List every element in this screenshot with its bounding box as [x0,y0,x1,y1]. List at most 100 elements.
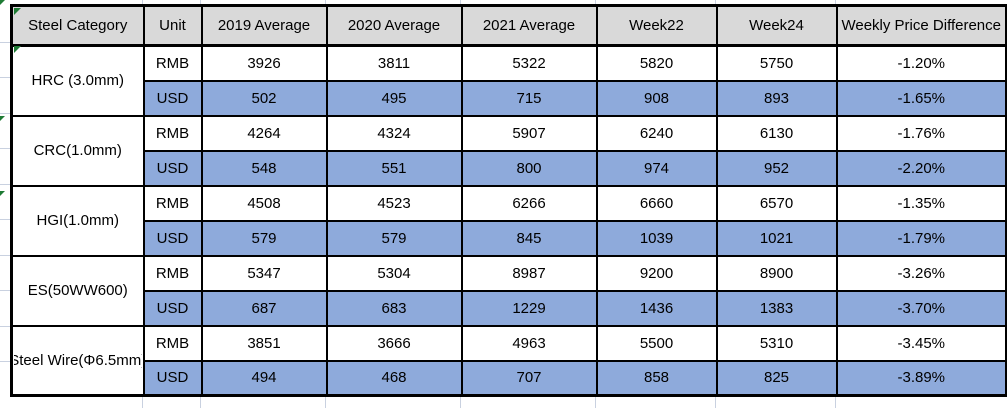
value-cell[interactable]: 5310 [715,324,838,362]
value-cell[interactable]: 687 [200,289,328,327]
unit-cell[interactable]: RMB [142,44,203,82]
unit-cell[interactable]: USD [142,79,203,117]
value-cell[interactable]: -1.76% [835,114,1007,152]
category-cell-es[interactable]: ES(50WW600) [10,254,145,327]
value-cell[interactable]: -1.79% [835,219,1007,257]
value-cell[interactable]: 5322 [460,44,598,82]
value-cell[interactable]: 5347 [200,254,328,292]
category-label: ES(50WW600) [27,282,128,299]
value-cell[interactable]: 8987 [460,254,598,292]
value-cell[interactable]: 858 [595,359,718,397]
value-cell[interactable]: 1229 [460,289,598,327]
value-cell[interactable]: 893 [715,79,838,117]
value-cell[interactable]: 1436 [595,289,718,327]
value-cell[interactable]: -3.89% [835,359,1007,397]
header-cell-2020-average[interactable]: 2020 Average [325,4,463,47]
table-row-es-rmb: ES(50WW600) RMB 5347 5304 8987 9200 8900… [10,254,1007,327]
category-cell-steel-wire[interactable]: Steel Wire(Φ6.5mm) [10,324,145,397]
header-cell-week22[interactable]: Week22 [595,4,718,47]
table-row-hgi-rmb: HGI(1.0mm) RMB 4508 4523 6266 6660 6570 … [10,184,1007,257]
table-row-hrc-usd: USD 502 495 715 908 893 -1.65% [12,79,1007,117]
error-indicator-icon [0,0,5,5]
value-cell[interactable]: 4324 [325,114,463,152]
value-cell[interactable]: 3926 [200,44,328,82]
value-cell[interactable]: 1021 [715,219,838,257]
value-cell[interactable]: 579 [200,219,328,257]
value-cell[interactable]: 495 [325,79,463,117]
value-cell[interactable]: 8900 [715,254,838,292]
error-indicator-icon [0,191,5,196]
value-cell[interactable]: -1.20% [835,44,1007,82]
value-cell[interactable]: 4264 [200,114,328,152]
table-row-steel-wire-usd: USD 494 468 707 858 825 -3.89% [12,359,1007,397]
header-cell-2019-average[interactable]: 2019 Average [200,4,328,47]
header-cell-steel-category[interactable]: Steel Category [10,4,145,47]
unit-cell[interactable]: RMB [142,254,203,292]
unit-cell[interactable]: RMB [142,184,203,222]
value-cell[interactable]: 494 [200,359,328,397]
value-cell[interactable]: 6240 [595,114,718,152]
value-cell[interactable]: 825 [715,359,838,397]
value-cell[interactable]: 974 [595,149,718,187]
value-cell[interactable]: 9200 [595,254,718,292]
header-cell-unit[interactable]: Unit [142,4,203,47]
value-cell[interactable]: 5750 [715,44,838,82]
value-cell[interactable]: 683 [325,289,463,327]
category-cell-crc[interactable]: CRC(1.0mm) [10,114,145,187]
value-cell[interactable]: 3666 [325,324,463,362]
table-row-crc-usd: USD 548 551 800 974 952 -2.20% [12,149,1007,187]
unit-cell[interactable]: USD [142,219,203,257]
value-cell[interactable]: 3851 [200,324,328,362]
value-cell[interactable]: 6570 [715,184,838,222]
table-row-hgi-usd: USD 579 579 845 1039 1021 -1.79% [12,219,1007,257]
value-cell[interactable]: 5820 [595,44,718,82]
value-cell[interactable]: -1.65% [835,79,1007,117]
header-row: Steel Category Unit 2019 Average 2020 Av… [10,4,1007,47]
value-cell[interactable]: 468 [325,359,463,397]
category-cell-hgi[interactable]: HGI(1.0mm) [10,184,145,257]
value-cell[interactable]: -3.45% [835,324,1007,362]
category-label: HGI(1.0mm) [36,212,120,229]
steel-price-table: Steel Category Unit 2019 Average 2020 Av… [10,4,1007,397]
value-cell[interactable]: -3.70% [835,289,1007,327]
value-cell[interactable]: 579 [325,219,463,257]
value-cell[interactable]: 845 [460,219,598,257]
value-cell[interactable]: 715 [460,79,598,117]
value-cell[interactable]: -1.35% [835,184,1007,222]
value-cell[interactable]: 5907 [460,114,598,152]
value-cell[interactable]: 908 [595,79,718,117]
value-cell[interactable]: -3.26% [835,254,1007,292]
value-cell[interactable]: 548 [200,149,328,187]
category-label: HRC (3.0mm) [31,72,125,90]
unit-cell[interactable]: USD [142,359,203,397]
value-cell[interactable]: 800 [460,149,598,187]
unit-cell[interactable]: RMB [142,324,203,362]
value-cell[interactable]: 6266 [460,184,598,222]
category-label: CRC(1.0mm) [33,142,122,159]
value-cell[interactable]: 5304 [325,254,463,292]
value-cell[interactable]: 4523 [325,184,463,222]
table-row-steel-wire-rmb: Steel Wire(Φ6.5mm) RMB 3851 3666 4963 55… [10,324,1007,397]
value-cell[interactable]: 1039 [595,219,718,257]
category-cell-hrc[interactable]: HRC (3.0mm) [10,44,145,117]
value-cell[interactable]: 707 [460,359,598,397]
value-cell[interactable]: -2.20% [835,149,1007,187]
unit-cell[interactable]: USD [142,289,203,327]
value-cell[interactable]: 952 [715,149,838,187]
value-cell[interactable]: 3811 [325,44,463,82]
table-row-hrc-rmb: HRC (3.0mm) RMB 3926 3811 5322 5820 5750… [10,44,1007,117]
value-cell[interactable]: 6130 [715,114,838,152]
header-cell-weekly-price-difference[interactable]: Weekly Price Difference [835,4,1007,47]
value-cell[interactable]: 1383 [715,289,838,327]
value-cell[interactable]: 551 [325,149,463,187]
value-cell[interactable]: 6660 [595,184,718,222]
unit-cell[interactable]: USD [142,149,203,187]
value-cell[interactable]: 4963 [460,324,598,362]
value-cell[interactable]: 4508 [200,184,328,222]
unit-cell[interactable]: RMB [142,114,203,152]
value-cell[interactable]: 5500 [595,324,718,362]
value-cell[interactable]: 502 [200,79,328,117]
header-cell-2021-average[interactable]: 2021 Average [460,4,598,47]
header-cell-week24[interactable]: Week24 [715,4,838,47]
